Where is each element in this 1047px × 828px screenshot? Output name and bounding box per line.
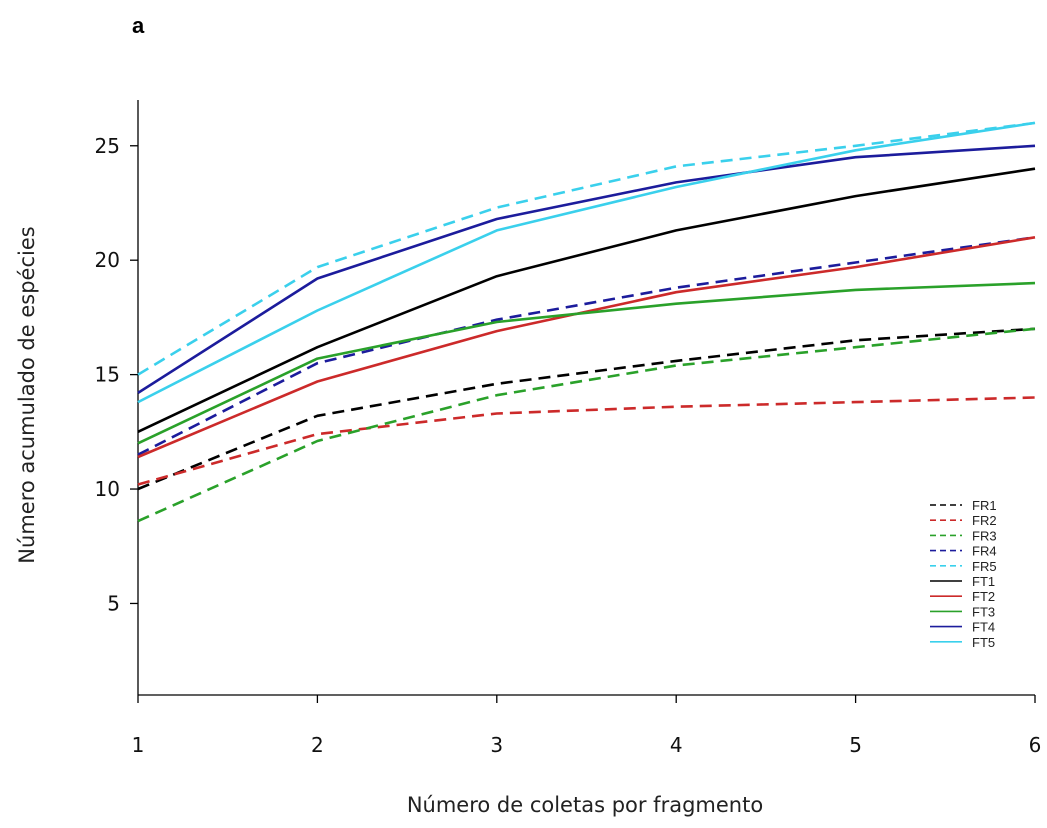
legend-label: FR4 <box>972 544 997 559</box>
y-tick-label: 20 <box>95 248 120 272</box>
legend-item: FT3 <box>930 604 995 619</box>
series-line-ft5 <box>137 121 1036 404</box>
legend-label: FT3 <box>972 604 995 619</box>
legend-label: FR5 <box>972 559 997 574</box>
axes: 5 10 15 20 25 1 2 3 4 5 6 <box>95 100 1042 757</box>
x-tick-label: 2 <box>311 733 324 757</box>
series-line-ft2 <box>137 236 1036 459</box>
legend-label: FR1 <box>972 498 997 513</box>
legend-item: FR1 <box>930 498 997 513</box>
legend-item: FR3 <box>930 528 997 543</box>
x-axis-title: Número de coletas por fragmento <box>407 793 763 817</box>
legend-label: FT5 <box>972 635 995 650</box>
x-tick-label: 6 <box>1029 733 1042 757</box>
x-tick-label: 5 <box>849 733 862 757</box>
legend-label: FT4 <box>972 620 995 635</box>
y-tick-label: 15 <box>95 363 120 387</box>
series-line-fr1 <box>137 327 1036 491</box>
y-tick-label: 25 <box>95 134 120 158</box>
series-line-fr3 <box>137 327 1036 523</box>
x-tick-label: 1 <box>132 733 145 757</box>
x-tick-label: 3 <box>490 733 503 757</box>
plot-area <box>137 121 1036 523</box>
legend-item: FR2 <box>930 513 997 528</box>
legend-item: FR4 <box>930 544 997 559</box>
legend-item: FT4 <box>930 620 995 635</box>
legend-item: FT5 <box>930 635 995 650</box>
x-tick-label: 4 <box>670 733 683 757</box>
legend-label: FT1 <box>972 574 995 589</box>
y-tick-label: 10 <box>95 477 120 501</box>
y-tick-label: 5 <box>107 591 120 615</box>
legend-label: FR2 <box>972 513 997 528</box>
series-line-ft1 <box>137 167 1036 433</box>
legend-item: FR5 <box>930 559 997 574</box>
series-line-ft4 <box>137 144 1036 394</box>
y-axis-title: Número acumulado de espécies <box>15 226 39 563</box>
series-line-fr2 <box>137 396 1036 486</box>
legend-item: FT1 <box>930 574 995 589</box>
series-line-fr4 <box>137 236 1036 456</box>
legend-item: FT2 <box>930 589 995 604</box>
legend-label: FR3 <box>972 528 997 543</box>
series-line-fr5 <box>137 121 1036 376</box>
series-line-ft3 <box>137 281 1036 445</box>
panel-label: a <box>132 13 145 38</box>
legend-label: FT2 <box>972 589 995 604</box>
